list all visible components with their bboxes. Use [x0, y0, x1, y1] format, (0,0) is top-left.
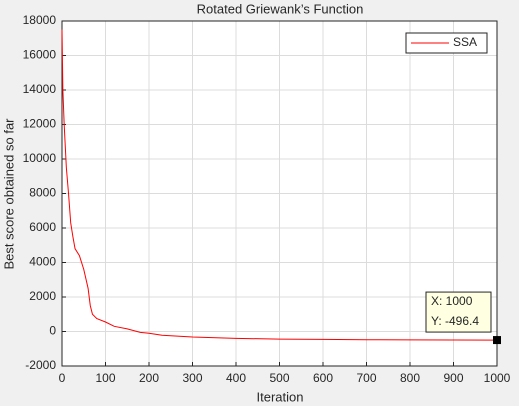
y-tick-label: 8000 [29, 186, 56, 200]
x-tick-label: 0 [59, 371, 66, 385]
y-tick-label: 14000 [23, 82, 57, 96]
y-tick-label: 0 [49, 324, 56, 338]
x-tick-label: 800 [400, 371, 420, 385]
x-tick-label: 900 [443, 371, 463, 385]
y-tick-label: 6000 [29, 220, 56, 234]
y-tick-label: 4000 [29, 255, 56, 269]
x-tick-label: 600 [313, 371, 333, 385]
x-tick-label: 1000 [484, 371, 511, 385]
datatip-text: X: 1000 [431, 294, 473, 308]
y-tick-label: 18000 [23, 13, 57, 27]
x-tick-label: 300 [182, 371, 202, 385]
y-tick-label: 2000 [29, 289, 56, 303]
axes-box [61, 20, 498, 367]
x-tick-label: 400 [226, 371, 246, 385]
y-tick-label: 16000 [23, 48, 57, 62]
x-tick-label: 500 [269, 371, 289, 385]
series-line [61, 29, 498, 341]
y-tick-label: 10000 [23, 151, 57, 165]
x-axis-label: Iteration [257, 389, 304, 404]
datatip-box [425, 291, 492, 333]
legend: SSA [405, 32, 488, 54]
chart-title: Rotated Griewank’s Function [197, 1, 364, 16]
legend-label: SSA [453, 35, 477, 49]
datatip-marker [493, 336, 501, 345]
x-tick-label: 700 [356, 371, 376, 385]
y-tick-label: 12000 [23, 117, 57, 131]
datatip-text: Y: -496.4 [431, 314, 479, 328]
y-axis-label: Best score obtained so far [1, 118, 16, 270]
y-tick-label: -2000 [25, 358, 56, 372]
x-tick-label: 100 [95, 371, 115, 385]
x-tick-label: 200 [139, 371, 159, 385]
